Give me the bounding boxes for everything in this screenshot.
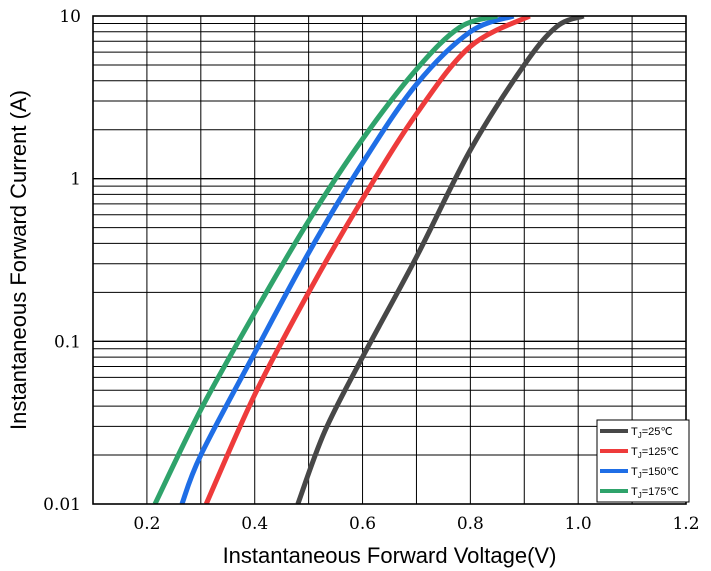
x-tick-label: 1.2	[672, 514, 699, 534]
series-curves	[152, 16, 585, 504]
x-axis-title: Instantaneous Forward Voltage(V)	[223, 543, 557, 568]
series-line	[152, 16, 499, 504]
y-tick-label: 1	[70, 170, 81, 190]
y-tick-label: 0.1	[54, 332, 81, 352]
legend-label: TJ=150℃	[631, 466, 679, 480]
y-tick-label: 0.01	[43, 495, 81, 515]
plot-frame	[92, 15, 687, 505]
x-tick-labels: 0.2 0.4 0.6 0.8 1.0 1.2	[133, 514, 699, 534]
y-axis-title: Instantaneous Forward Current (A)	[6, 90, 31, 430]
x-tick-label: 0.4	[241, 514, 268, 534]
legend-label: TJ=25℃	[631, 426, 673, 440]
x-tick-label: 0.2	[133, 514, 160, 534]
legend-label: TJ=175℃	[631, 486, 679, 500]
x-tick-label: 1.0	[565, 514, 592, 534]
series-line	[179, 16, 515, 504]
y-tick-labels: 0.01 0.1 1 10	[43, 7, 81, 515]
x-tick-label: 0.8	[457, 514, 484, 534]
series-line	[295, 16, 585, 504]
y-tick-label: 10	[59, 7, 81, 27]
legend: TJ=25℃ TJ=125℃ TJ=150℃ TJ=175℃	[596, 419, 690, 503]
legend-label: TJ=125℃	[631, 446, 679, 460]
legend-box	[596, 419, 690, 503]
x-tick-label: 0.6	[349, 514, 376, 534]
series-line	[203, 16, 531, 504]
